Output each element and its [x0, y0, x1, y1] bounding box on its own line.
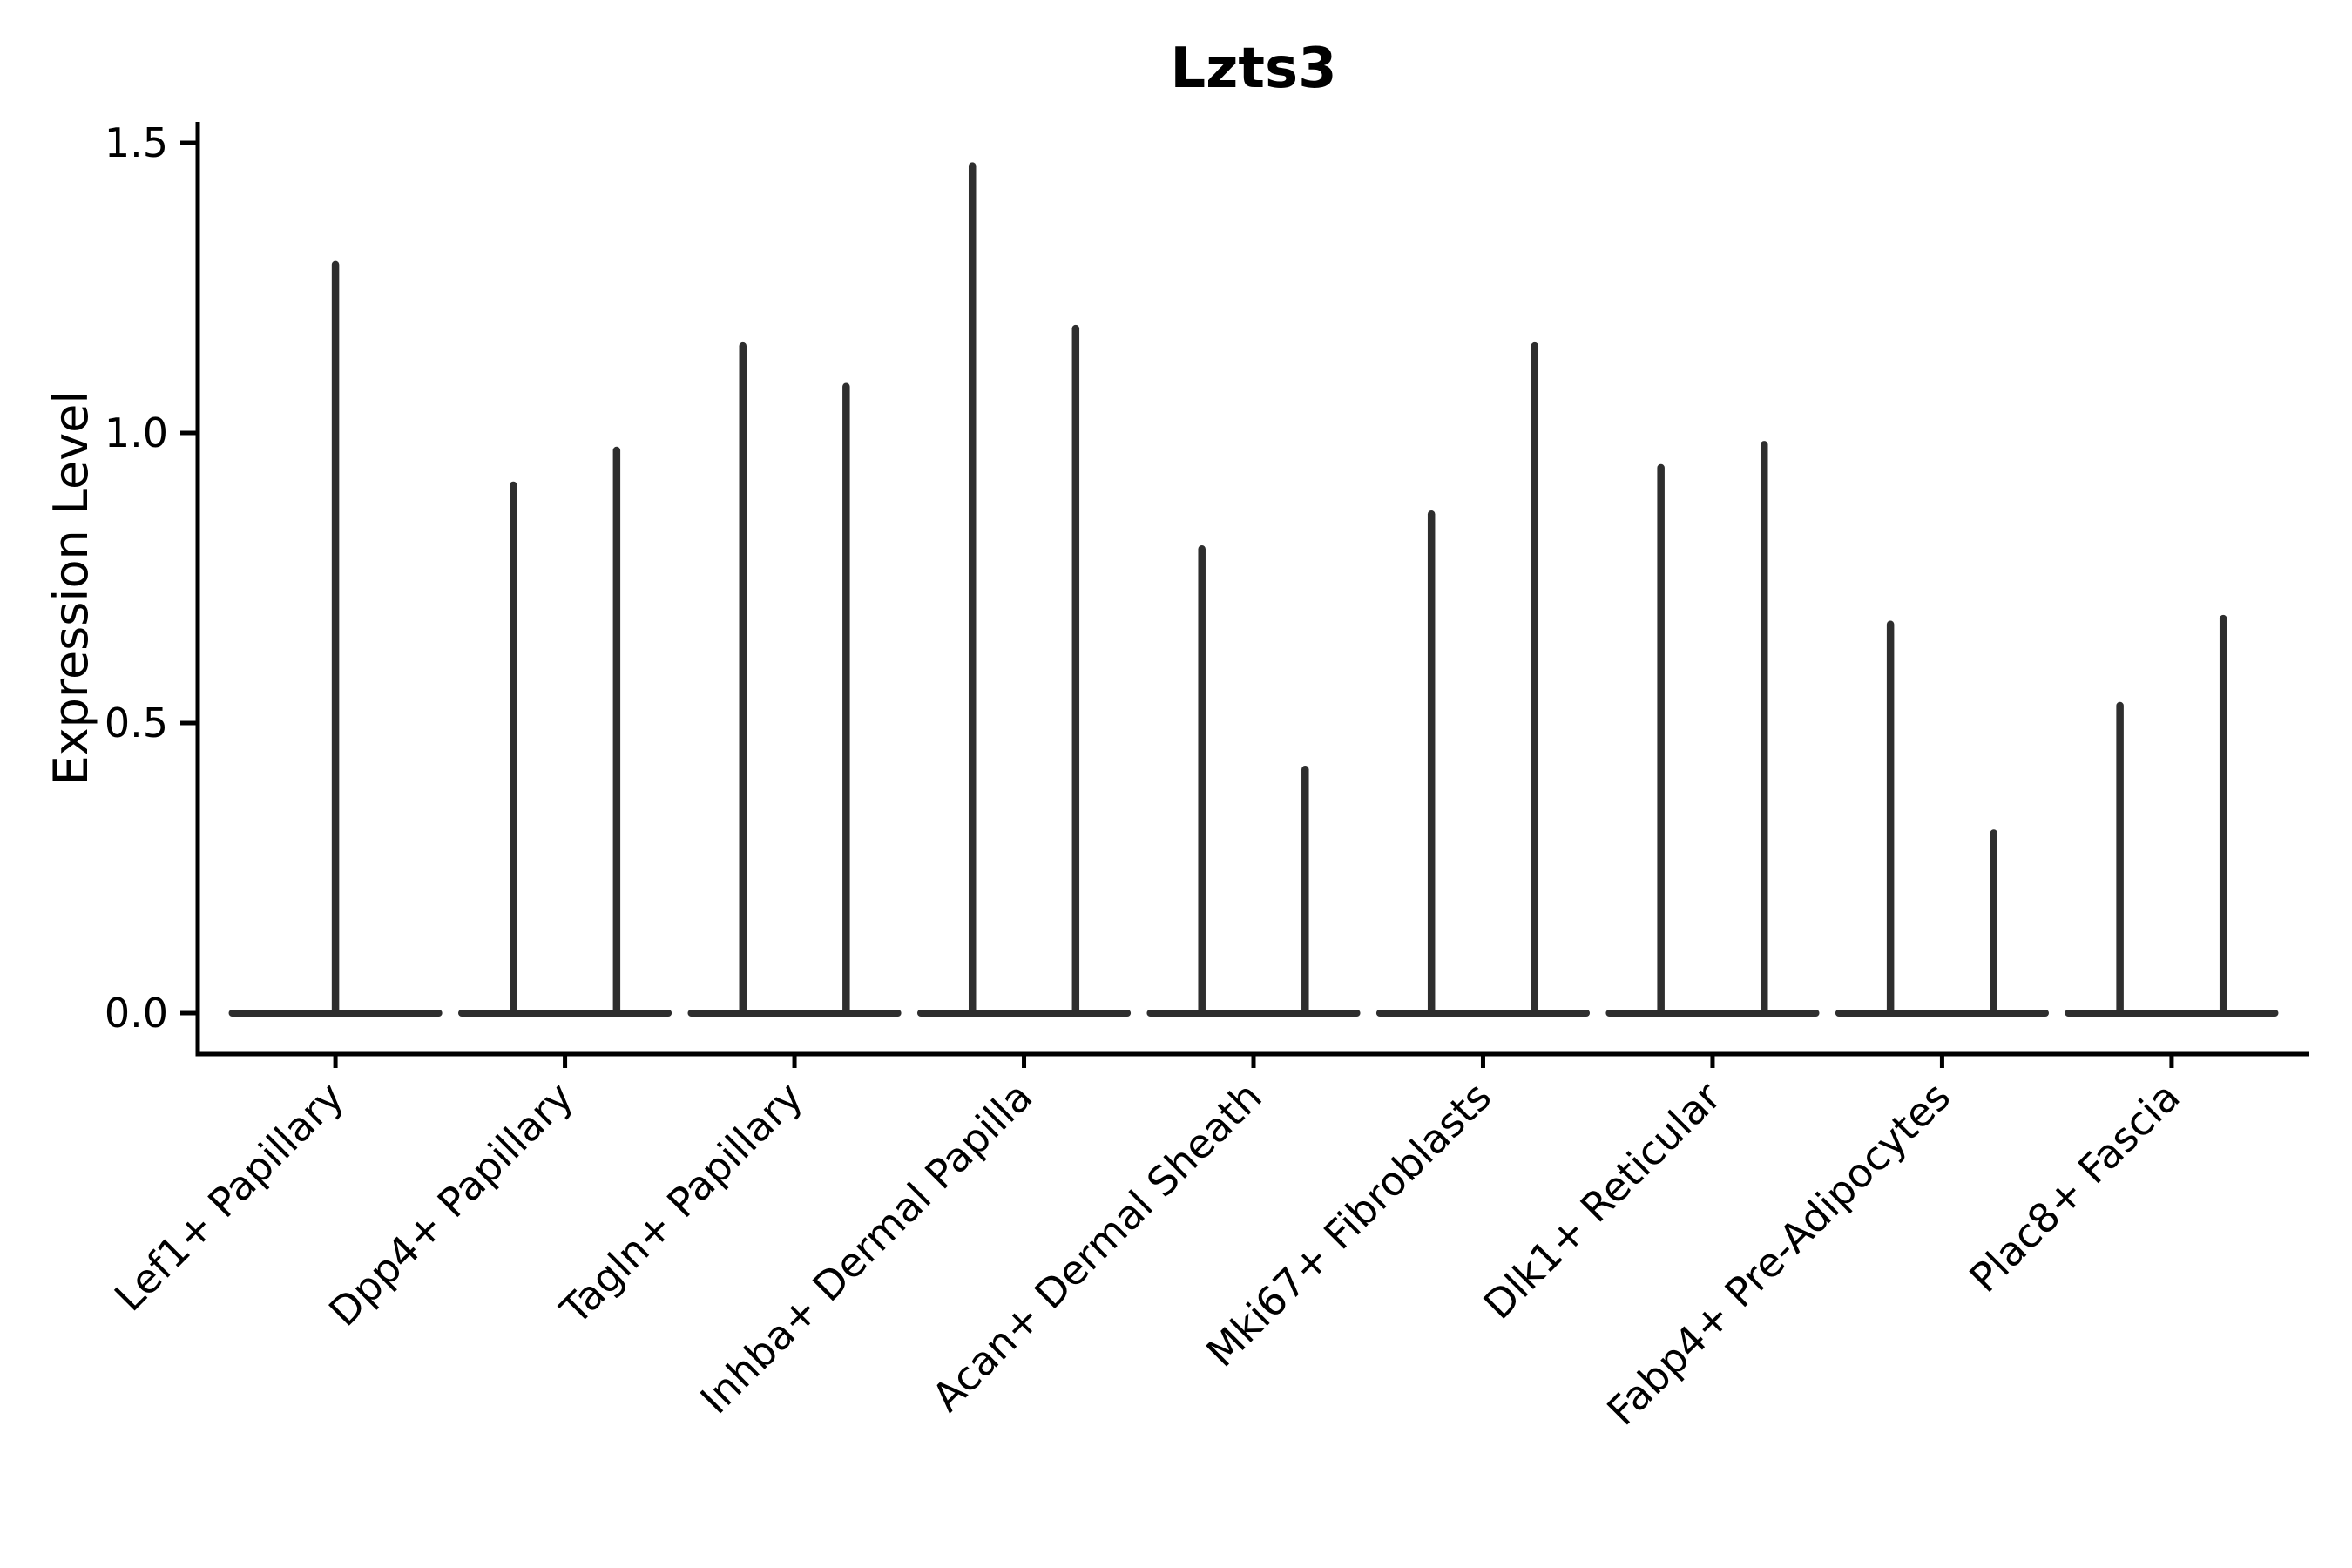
y-axis-label: Expression Level — [44, 391, 98, 786]
y-tick-label: 1.0 — [105, 409, 168, 456]
y-tick-label: 1.5 — [105, 119, 168, 166]
x-tick-label: Tagln+ Papillary — [551, 1073, 812, 1335]
x-tick-label: Lef1+ Papillary — [105, 1073, 353, 1321]
chart-title: Lzts3 — [1170, 37, 1336, 101]
y-tick-label: 0.0 — [105, 990, 168, 1037]
x-tick-label: Plac8+ Fascia — [1960, 1073, 2188, 1301]
x-tick-label: Dpp4+ Papillary — [320, 1073, 582, 1335]
x-tick-label: Dlk1+ Reticular — [1475, 1073, 1730, 1328]
y-tick-label: 0.5 — [105, 700, 168, 747]
